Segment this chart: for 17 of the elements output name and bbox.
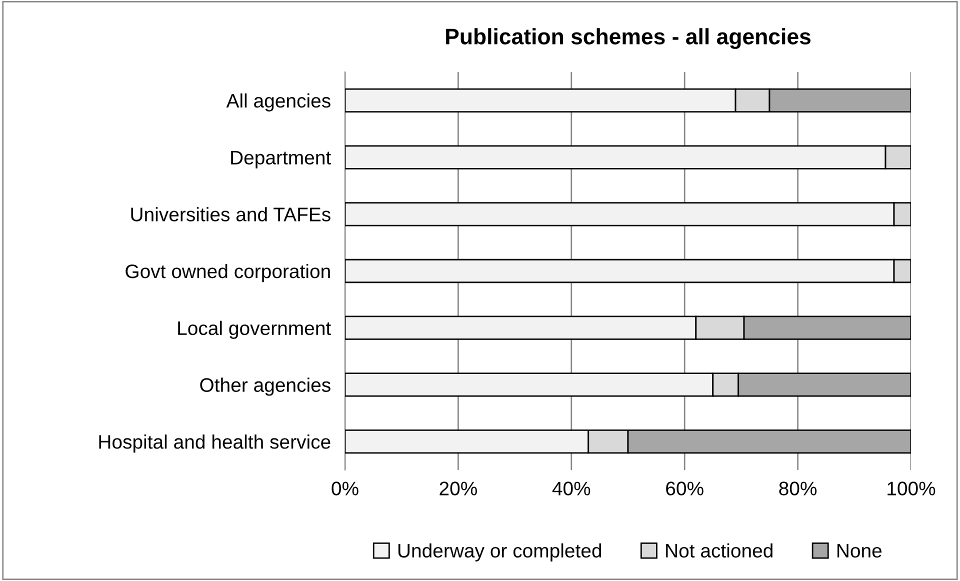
y-tick-label: Hospital and health service <box>99 434 330 453</box>
y-tick-label: Universities and TAFEs <box>131 207 330 222</box>
x-tick-label: 0% <box>332 482 358 496</box>
x-tick-label: 100% <box>888 482 936 496</box>
chart-title: Publication schemes - all agencies <box>446 28 811 49</box>
x-tick-label: 40% <box>552 482 590 496</box>
y-tick-label: Department <box>231 150 331 168</box>
legend-label: Not actioned <box>666 543 772 558</box>
y-tick-label: Govt owned corporation <box>126 264 330 282</box>
y-tick-label: Other agencies <box>200 378 330 396</box>
legend-label: None <box>837 544 882 558</box>
x-tick-label: 60% <box>666 482 704 496</box>
x-tick-label: 20% <box>440 482 477 496</box>
y-tick-label: Local government <box>178 320 331 339</box>
x-tick-label: 80% <box>779 482 817 496</box>
y-tick-label: All agencies <box>226 93 330 112</box>
legend-label: Underway or completed <box>398 543 602 562</box>
